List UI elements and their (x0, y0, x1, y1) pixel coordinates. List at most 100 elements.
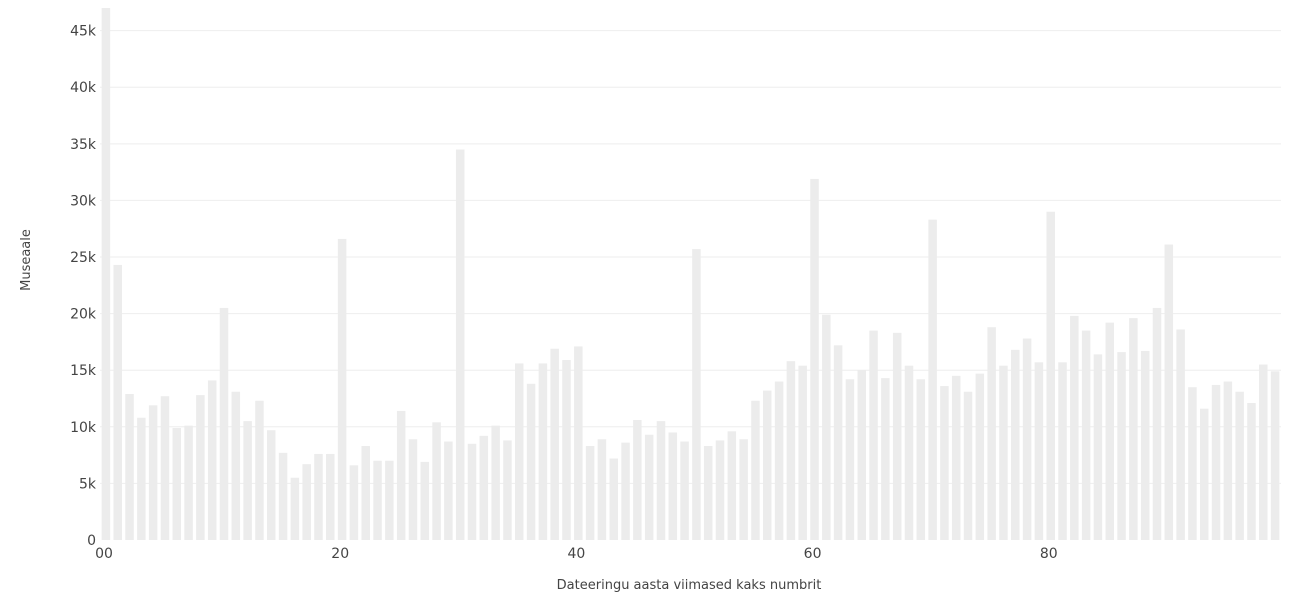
bar (987, 327, 996, 540)
bar (727, 431, 737, 540)
y-tick-label: 40k (70, 80, 97, 96)
bar (538, 363, 548, 540)
bar (172, 427, 182, 540)
bar (881, 378, 890, 540)
x-tick-label: 80 (1040, 546, 1058, 562)
bar (668, 432, 678, 540)
bar (1235, 391, 1244, 540)
bar (1117, 352, 1126, 540)
bar (255, 400, 264, 540)
bar (491, 425, 500, 540)
bar (349, 465, 359, 540)
bar (633, 420, 642, 540)
y-axis-title: Museaale (19, 229, 34, 291)
bar (1164, 244, 1174, 541)
bar (196, 395, 205, 540)
bar (373, 460, 382, 540)
bar (1022, 338, 1032, 540)
y-tick-label: 15k (70, 363, 97, 379)
bar (550, 348, 559, 540)
bar (1211, 384, 1221, 540)
bar (1247, 403, 1256, 540)
bar (644, 434, 654, 540)
bar (219, 307, 229, 540)
bar (810, 178, 819, 541)
bar (715, 440, 725, 540)
bar (609, 458, 618, 540)
bar (928, 219, 937, 540)
bars (101, 8, 1280, 541)
bar (621, 442, 630, 540)
bar (137, 417, 146, 540)
bar (751, 400, 760, 540)
bar (148, 405, 158, 540)
bar (385, 460, 394, 540)
bar (680, 441, 689, 540)
bar (266, 430, 276, 540)
bar (892, 332, 902, 540)
bar (1140, 350, 1150, 540)
bar (703, 446, 713, 540)
bar (503, 440, 512, 540)
bar (857, 370, 866, 540)
bar (515, 363, 524, 540)
bar (999, 365, 1008, 540)
bar (526, 383, 536, 540)
bar (940, 386, 949, 540)
bar (467, 443, 477, 540)
bar (763, 390, 772, 540)
bar (302, 464, 311, 540)
bar (184, 425, 193, 540)
bar (444, 441, 453, 540)
bar (845, 379, 855, 540)
bar (1199, 408, 1209, 540)
bar (1070, 315, 1079, 540)
x-axis-ticks: 00 20 40 60 80 (95, 546, 1058, 562)
bar (1270, 371, 1280, 540)
bar (408, 439, 418, 540)
bar (101, 8, 111, 540)
bar (278, 452, 288, 540)
bar (125, 393, 134, 540)
bar (1259, 364, 1268, 540)
bar (243, 421, 252, 540)
bar (1081, 330, 1091, 540)
bar (337, 238, 347, 540)
bar (113, 264, 122, 540)
bar (361, 446, 370, 540)
bar (574, 346, 583, 540)
y-axis-ticks: 0 5k 10k 15k 20k 25k 30k 35k 40k 45k (70, 24, 97, 549)
y-tick-label: 30k (70, 193, 97, 209)
bar (739, 439, 748, 540)
bar (951, 375, 961, 540)
x-axis-title: Dateeringu aasta viimased kaks numbrit (557, 578, 822, 593)
y-tick-label: 25k (70, 250, 97, 266)
y-tick-label: 5k (79, 476, 97, 492)
bar (833, 345, 843, 540)
bar (231, 391, 241, 540)
bar (455, 149, 465, 540)
bar (822, 314, 831, 540)
y-tick-label: 45k (70, 24, 97, 40)
x-tick-label: 60 (804, 546, 822, 562)
bar (585, 446, 595, 540)
x-tick-label: 00 (95, 546, 113, 562)
y-tick-label: 10k (70, 420, 97, 436)
bar (1188, 387, 1197, 540)
bar (869, 330, 878, 540)
y-tick-label: 35k (70, 137, 97, 153)
bar (396, 410, 406, 540)
bar (1105, 322, 1115, 540)
bar (798, 365, 807, 540)
bar (975, 373, 985, 540)
bar (1152, 307, 1162, 540)
bar (1046, 211, 1055, 540)
bar (786, 361, 796, 540)
bar (656, 421, 666, 540)
bar (692, 249, 701, 540)
x-tick-label: 40 (567, 546, 585, 562)
bar (1093, 354, 1103, 540)
bar (1176, 329, 1185, 540)
y-tick-label: 0 (87, 533, 96, 549)
